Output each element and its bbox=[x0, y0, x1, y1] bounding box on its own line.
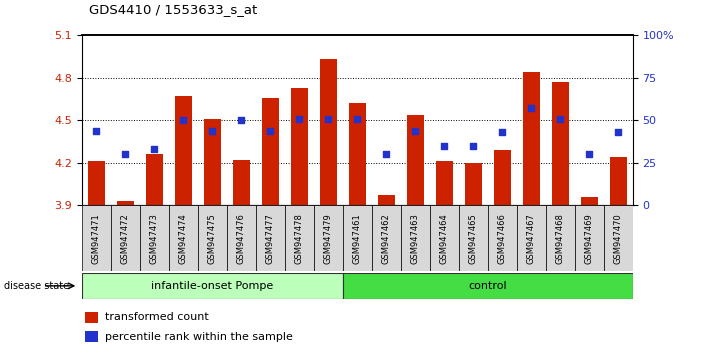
Bar bbox=[343, 273, 633, 299]
Bar bbox=[146, 154, 163, 205]
Point bbox=[496, 130, 508, 135]
Point bbox=[380, 152, 392, 157]
Point bbox=[555, 116, 566, 121]
Bar bbox=[581, 197, 598, 205]
Point bbox=[352, 116, 363, 121]
Bar bbox=[175, 96, 192, 205]
Bar bbox=[343, 205, 372, 271]
Bar bbox=[203, 119, 221, 205]
Point bbox=[323, 116, 334, 121]
Point bbox=[410, 128, 421, 133]
Bar bbox=[169, 205, 198, 271]
Text: GSM947473: GSM947473 bbox=[150, 213, 159, 264]
Text: GSM947461: GSM947461 bbox=[353, 213, 362, 264]
Bar bbox=[85, 331, 98, 342]
Bar bbox=[82, 205, 111, 271]
Bar bbox=[517, 205, 546, 271]
Text: GSM947476: GSM947476 bbox=[237, 213, 246, 264]
Bar bbox=[198, 205, 227, 271]
Point bbox=[119, 152, 131, 157]
Text: GSM947469: GSM947469 bbox=[584, 213, 594, 264]
Text: percentile rank within the sample: percentile rank within the sample bbox=[105, 332, 293, 342]
Point bbox=[264, 128, 276, 133]
Text: GSM947466: GSM947466 bbox=[498, 213, 507, 264]
Bar bbox=[552, 82, 569, 205]
Text: GSM947470: GSM947470 bbox=[614, 213, 623, 264]
Text: GSM947463: GSM947463 bbox=[411, 213, 419, 264]
Text: GSM947472: GSM947472 bbox=[121, 213, 130, 264]
Bar bbox=[436, 161, 453, 205]
Bar bbox=[348, 103, 366, 205]
Text: disease state: disease state bbox=[4, 281, 69, 291]
Point bbox=[294, 116, 305, 121]
Bar bbox=[574, 205, 604, 271]
Point bbox=[90, 128, 102, 133]
Bar bbox=[262, 98, 279, 205]
Point bbox=[178, 118, 189, 123]
Bar bbox=[117, 201, 134, 205]
Point bbox=[468, 143, 479, 149]
Point bbox=[149, 147, 160, 152]
Bar bbox=[407, 115, 424, 205]
Bar bbox=[372, 205, 401, 271]
Text: GSM947477: GSM947477 bbox=[266, 213, 274, 264]
Text: control: control bbox=[469, 281, 507, 291]
Text: GSM947475: GSM947475 bbox=[208, 213, 217, 264]
Bar bbox=[256, 205, 285, 271]
Bar bbox=[523, 72, 540, 205]
Bar bbox=[488, 205, 517, 271]
Bar bbox=[291, 88, 308, 205]
Bar bbox=[429, 205, 459, 271]
Bar bbox=[82, 273, 343, 299]
Text: GSM947478: GSM947478 bbox=[295, 213, 304, 264]
Bar bbox=[546, 205, 574, 271]
Point bbox=[439, 143, 450, 149]
Bar bbox=[232, 160, 250, 205]
Text: infantile-onset Pompe: infantile-onset Pompe bbox=[151, 281, 274, 291]
Text: GSM947479: GSM947479 bbox=[324, 213, 333, 264]
Text: GSM947464: GSM947464 bbox=[440, 213, 449, 264]
Text: transformed count: transformed count bbox=[105, 312, 209, 322]
Text: GDS4410 / 1553633_s_at: GDS4410 / 1553633_s_at bbox=[89, 3, 257, 16]
Bar bbox=[227, 205, 256, 271]
Text: GSM947468: GSM947468 bbox=[556, 213, 565, 264]
Point bbox=[584, 152, 595, 157]
Text: GSM947467: GSM947467 bbox=[527, 213, 536, 264]
Bar bbox=[140, 205, 169, 271]
Bar bbox=[459, 205, 488, 271]
Bar bbox=[378, 195, 395, 205]
Bar bbox=[609, 157, 627, 205]
Bar bbox=[604, 205, 633, 271]
Bar bbox=[85, 312, 98, 323]
Text: GSM947465: GSM947465 bbox=[469, 213, 478, 264]
Text: GSM947462: GSM947462 bbox=[382, 213, 391, 264]
Point bbox=[235, 118, 247, 123]
Text: GSM947471: GSM947471 bbox=[92, 213, 101, 264]
Bar bbox=[314, 205, 343, 271]
Bar bbox=[464, 163, 482, 205]
Bar bbox=[87, 161, 105, 205]
Bar bbox=[285, 205, 314, 271]
Text: GSM947474: GSM947474 bbox=[178, 213, 188, 264]
Point bbox=[207, 128, 218, 133]
Point bbox=[525, 105, 537, 111]
Bar bbox=[401, 205, 429, 271]
Bar bbox=[319, 59, 337, 205]
Bar bbox=[111, 205, 140, 271]
Point bbox=[613, 130, 624, 135]
Bar bbox=[493, 150, 511, 205]
